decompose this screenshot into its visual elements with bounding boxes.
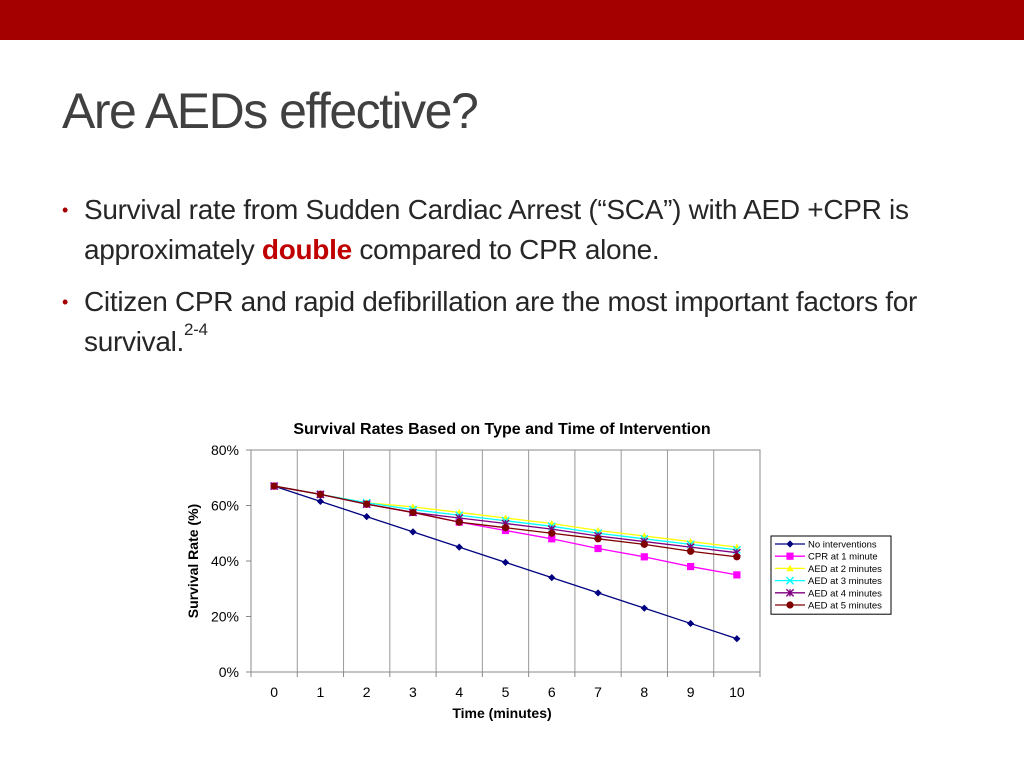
legend-swatch-marker [786,540,794,548]
data-point [686,547,695,555]
legend-swatch-marker [786,601,794,609]
data-point [270,482,278,490]
legend-label: AED at 4 minutes [808,588,882,599]
legend-label: No interventions [808,540,877,551]
bullet-dot-icon: • [62,292,69,312]
slide-title: Are AEDs effective? [62,83,479,139]
data-point [733,571,741,579]
x-tick-label: 7 [594,684,602,700]
data-point [686,619,695,628]
data-point [594,544,602,553]
x-tick-label: 2 [363,684,371,700]
legend-entry: CPR at 1 minute [775,552,878,563]
y-tick-label: 0% [219,664,239,680]
y-axis-label: Survival Rate (%) [185,504,201,618]
data-point [501,524,510,532]
data-point [316,490,325,498]
data-point [501,558,510,566]
legend-entry: AED at 5 minutes [775,601,882,612]
y-tick-label: 80% [211,442,239,458]
x-tick-label: 3 [409,684,417,700]
x-tick-label: 6 [548,684,556,700]
data-point [594,535,602,543]
legend-swatch-marker [786,552,794,560]
x-axis-label: Time (minutes) [452,705,551,721]
y-tick-label: 20% [211,609,239,625]
legend-swatch-marker [786,564,794,572]
data-point [316,497,325,505]
bullet-item: • Citizen CPR and rapid defibrillation a… [62,282,962,362]
legend-label: AED at 5 minutes [808,601,882,612]
data-point [733,635,741,643]
x-tick-label: 9 [687,684,695,700]
bullet-text-end: compared to CPR alone. [351,234,660,265]
data-point [409,508,417,517]
legend-swatch-marker [785,588,795,597]
data-point [640,553,648,561]
bullet-list: • Survival rate from Sudden Cardiac Arre… [62,190,962,374]
citation-superscript: 2-4 [184,320,208,339]
legend-entry: AED at 3 minutes [775,576,882,587]
data-point [640,604,648,612]
data-point [640,540,648,548]
x-tick-label: 10 [729,684,745,700]
legend-entry: No interventions [775,540,877,551]
legend-label: CPR at 1 minute [808,552,878,563]
legend-label: AED at 3 minutes [808,576,882,587]
data-point [733,553,741,561]
data-point [548,529,556,537]
x-tick-label: 8 [640,684,648,700]
survival-chart: Survival Rates Based on Type and Time of… [185,421,892,721]
x-tick-label: 0 [270,684,278,700]
chart-title: Survival Rates Based on Type and Time of… [293,421,710,438]
data-point [686,562,695,571]
x-tick-label: 4 [455,684,463,700]
legend-entry: AED at 4 minutes [775,588,882,599]
legend-entry: AED at 2 minutes [775,564,882,575]
bullet-item: • Survival rate from Sudden Cardiac Arre… [62,190,962,270]
y-tick-label: 40% [211,553,239,569]
legend-box [770,535,892,615]
data-point [548,535,556,543]
x-tick-label: 5 [502,684,510,700]
y-tick-label: 60% [211,498,239,514]
x-tick-label: 1 [317,684,325,700]
data-point [363,500,371,508]
data-point [455,518,463,526]
bullet-dot-icon: • [62,200,69,220]
series-6 [270,482,741,561]
bullet-text: Survival rate from Sudden Cardiac Arrest… [84,194,909,265]
legend-label: AED at 2 minutes [808,564,882,575]
emphasis-text: double [261,234,352,265]
legend-swatch-marker [785,576,795,585]
bullet-text: Citizen CPR and rapid defibrillation are… [84,286,918,357]
data-point [455,543,463,551]
top-accent-bar [0,0,1024,40]
